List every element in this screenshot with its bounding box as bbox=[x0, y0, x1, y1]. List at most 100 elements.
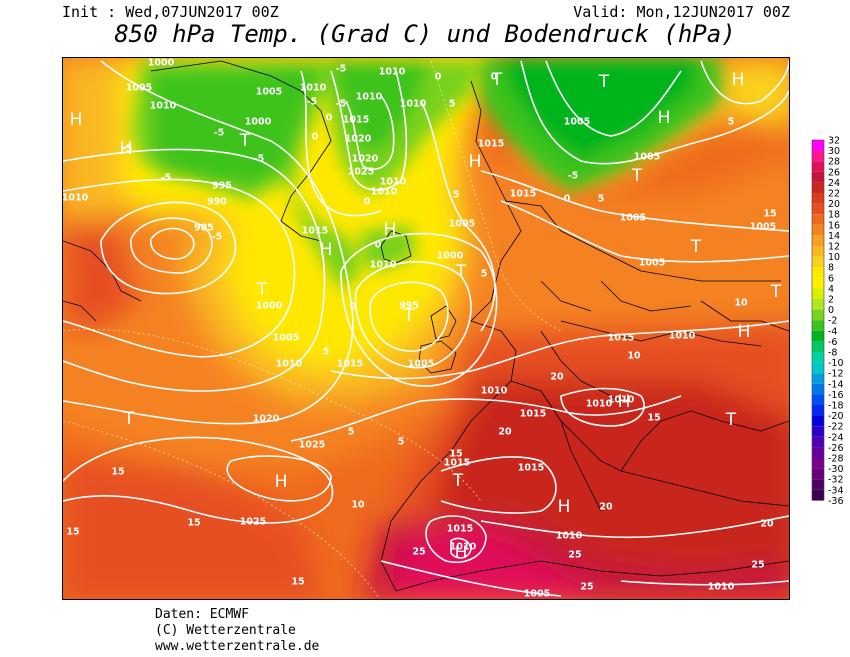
legend-label: -20 bbox=[828, 411, 844, 422]
map-contour-label: 0 bbox=[326, 113, 333, 124]
high-pressure-marker: H bbox=[469, 152, 482, 172]
map-contour-label: 1005 bbox=[256, 87, 282, 98]
legend-swatch bbox=[812, 341, 824, 352]
legend-label: 16 bbox=[828, 220, 840, 231]
map-contour-label: 1005 bbox=[634, 152, 660, 163]
map-contour-label: 0 bbox=[312, 132, 319, 143]
map-contour-label: 995 bbox=[212, 181, 232, 192]
map-contour-label: 10 bbox=[351, 500, 365, 511]
map-contour-label: 1010 bbox=[276, 359, 303, 370]
legend-swatch bbox=[812, 246, 824, 257]
legend-swatch bbox=[812, 214, 824, 225]
map-contour-label: 20 bbox=[760, 519, 774, 530]
high-pressure-marker: H bbox=[320, 240, 333, 260]
legend-label: -34 bbox=[828, 485, 844, 496]
map-contour-label: 1000 bbox=[245, 117, 272, 128]
map-contour-label: 1015 bbox=[343, 115, 369, 126]
legend-label: 30 bbox=[828, 146, 840, 157]
coastlines bbox=[63, 60, 789, 592]
map-title: 850 hPa Temp. (Grad C) und Bodendruck (h… bbox=[114, 20, 736, 48]
legend-label: 14 bbox=[828, 231, 840, 242]
map-contour-label: 985 bbox=[194, 223, 214, 234]
legend-swatch bbox=[812, 299, 824, 310]
low-pressure-marker: T bbox=[256, 280, 268, 300]
legend-swatch bbox=[812, 447, 824, 458]
legend-label: 32 bbox=[828, 136, 840, 147]
legend-swatch bbox=[812, 203, 824, 215]
legend-swatch bbox=[812, 224, 824, 236]
legend-swatch bbox=[812, 352, 824, 363]
map-contour-label: -5 bbox=[122, 144, 133, 155]
isotherms bbox=[63, 60, 562, 599]
map-contour-label: 1020 bbox=[345, 134, 372, 145]
map-contour-label: 15 bbox=[187, 518, 200, 529]
map-contour-label: 1010 bbox=[379, 67, 406, 78]
map-contour-label: 20 bbox=[550, 372, 564, 383]
map-contour-label: 1010 bbox=[150, 101, 177, 112]
legend-label: -32 bbox=[828, 475, 844, 486]
low-pressure-marker: T bbox=[403, 306, 415, 326]
map-contour-label: 1025 bbox=[348, 167, 374, 178]
legend-swatch bbox=[812, 458, 824, 469]
map-contour-label: -5 bbox=[307, 97, 318, 108]
map-contour-label: 15 bbox=[763, 209, 776, 220]
legend-label: 22 bbox=[828, 189, 840, 200]
low-pressure-marker: T bbox=[491, 70, 503, 90]
legend-swatch bbox=[812, 320, 824, 331]
map-contour-label: -5 bbox=[568, 171, 579, 182]
low-pressure-marker: T bbox=[452, 471, 464, 491]
footer-data-source: Daten: ECMWF bbox=[155, 607, 249, 622]
map-contour-label: 1015 bbox=[520, 409, 546, 420]
legend-swatch bbox=[812, 161, 824, 172]
map-contour-label: 1010 bbox=[371, 187, 398, 198]
low-pressure-marker: T bbox=[123, 409, 135, 429]
map-contour-label: 1015 bbox=[478, 139, 504, 150]
legend-label: 26 bbox=[828, 167, 840, 178]
map-contour-label: 1010 bbox=[380, 177, 407, 188]
legend-swatch bbox=[812, 426, 824, 437]
map-contour-label: 5 bbox=[348, 427, 355, 438]
high-pressure-marker: H bbox=[120, 139, 133, 159]
map-contour-label: 1025 bbox=[240, 517, 266, 528]
map-contour-label: 25 bbox=[580, 582, 593, 593]
legend-label: -16 bbox=[828, 390, 844, 401]
map-contour-label: -5 bbox=[336, 99, 347, 110]
map-canvas: 1000100510101005100099599098510101010101… bbox=[63, 58, 789, 599]
legend-swatch bbox=[812, 415, 824, 427]
map-contour-label: 1010 bbox=[450, 542, 477, 553]
high-pressure-marker: H bbox=[658, 108, 671, 128]
map-contour-label: 1010 bbox=[608, 395, 635, 406]
legend-swatch bbox=[812, 267, 824, 278]
legend-swatch bbox=[812, 489, 824, 501]
map-contour-label: 1010 bbox=[356, 92, 383, 103]
map-contour-label: 5 bbox=[481, 269, 488, 280]
high-pressure-marker: H bbox=[275, 472, 288, 492]
map-contour-label: 1005 bbox=[273, 333, 299, 344]
map-contour-label: -5 bbox=[212, 232, 223, 243]
map-contour-label: 1005 bbox=[639, 258, 665, 269]
map-contour-label: 15 bbox=[449, 449, 462, 460]
map-contour-label: 5 bbox=[598, 194, 605, 205]
legend-label: -28 bbox=[828, 454, 844, 465]
map-contour-label: 1010 bbox=[708, 582, 735, 593]
high-pressure-marker: H bbox=[558, 497, 571, 517]
legend-label: 0 bbox=[828, 305, 834, 316]
map-contour-label: -5 bbox=[214, 128, 225, 139]
legend-swatch bbox=[812, 235, 824, 246]
legend-swatch bbox=[812, 309, 824, 321]
legend-label: -22 bbox=[828, 422, 844, 433]
legend-label: -8 bbox=[828, 348, 837, 359]
map-contour-label: 1015 bbox=[444, 458, 470, 469]
map-contour-label: 1010 bbox=[669, 331, 696, 342]
legend-label: 2 bbox=[828, 295, 834, 306]
low-pressure-marker: T bbox=[690, 237, 702, 257]
legend-label: 8 bbox=[828, 263, 834, 274]
legend-swatch bbox=[812, 256, 824, 268]
legend-label: -2 bbox=[828, 316, 837, 327]
map-contour-label: 20 bbox=[498, 427, 512, 438]
map-contour-label: 5 bbox=[728, 117, 735, 128]
map-contour-label: 1010 bbox=[400, 99, 427, 110]
map-contour-label: 1010 bbox=[63, 193, 89, 204]
legend-swatch bbox=[812, 436, 824, 448]
legend-label: 4 bbox=[828, 284, 834, 295]
